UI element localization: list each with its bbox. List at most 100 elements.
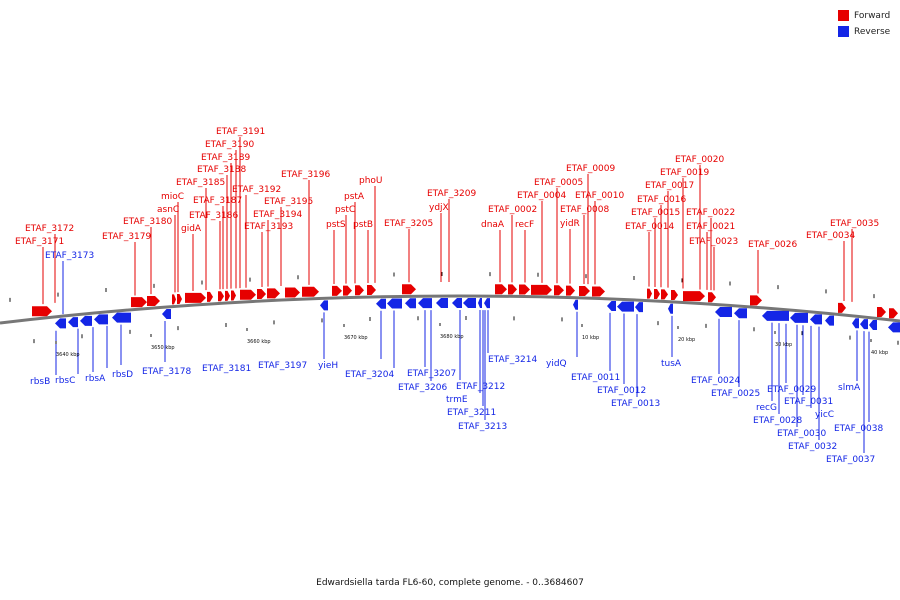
forward-gene-arrow [32, 306, 52, 317]
forward-gene-arrow [683, 291, 705, 302]
reverse-gene-arrow [436, 298, 448, 309]
gene-label-etaf-0002: ETAF_0002 [488, 205, 537, 215]
scale-label-3650-kbp: 3650 kbp [151, 345, 175, 351]
forward-gene-arrow [495, 284, 507, 295]
forward-gene-arrow [750, 295, 762, 306]
reverse-gene-arrow [734, 308, 747, 319]
reverse-gene-arrow [80, 315, 92, 326]
legend-reverse-label: Reverse [854, 26, 891, 37]
reverse-gene-arrow [162, 308, 171, 319]
forward-gene-arrow [592, 286, 605, 297]
forward-gene-arrow [566, 285, 575, 296]
gene-label-pstc: pstC [335, 205, 355, 215]
gene-label-rbsc: rbsC [55, 376, 75, 386]
gene-label-etaf-3172: ETAF_3172 [25, 224, 74, 234]
gene-label-dnaa: dnaA [481, 220, 505, 230]
gene-label-etaf-3191: ETAF_3191 [216, 127, 265, 137]
reverse-gene-arrow [860, 319, 868, 330]
gene-label-yicc: yicC [815, 410, 834, 420]
forward-gene-arrow [131, 297, 147, 308]
reverse-gene-arrow [617, 301, 634, 312]
gene-label-ydjx: ydjX [429, 203, 449, 213]
reverse-gene-arrow [790, 312, 808, 323]
forward-gene-arrow [661, 289, 668, 300]
gene-label-etaf-3194: ETAF_3194 [253, 210, 302, 220]
forward-gene-arrow [647, 288, 652, 299]
forward-gene-arrow [267, 288, 280, 299]
reverse-gene-arrow [825, 315, 834, 326]
gene-label-gida: gidA [181, 224, 202, 234]
scale-label-3640-kbp: 3640 kbp [56, 352, 80, 358]
gene-label-etaf-0011: ETAF_0011 [571, 373, 620, 383]
reverse-gene-arrow [55, 318, 66, 329]
gene-label-etaf-3189: ETAF_3189 [201, 153, 250, 163]
reverse-gene-arrow [452, 297, 462, 308]
gene-label-slma: slmA [838, 383, 861, 393]
gene-label-etaf-0012: ETAF_0012 [597, 386, 646, 396]
forward-gene-arrow [877, 306, 886, 317]
gene-label-rbsd: rbsD [112, 370, 133, 380]
gene-label-etaf-0023: ETAF_0023 [689, 237, 738, 247]
gene-label-etaf-3185: ETAF_3185 [176, 178, 225, 188]
forward-gene-arrow [231, 290, 236, 301]
scale-label-3680-kbp: 3680 kbp [440, 334, 464, 340]
gene-label-etaf-3173: ETAF_3173 [45, 251, 94, 261]
legend-forward: Forward [838, 8, 900, 23]
gene-label-etaf-0015: ETAF_0015 [631, 208, 680, 218]
forward-gene-arrow [177, 293, 182, 304]
forward-gene-arrow [240, 289, 256, 300]
gene-label-yidq: yidQ [546, 359, 567, 369]
forward-gene-arrow [207, 291, 213, 302]
reverse-gene-arrow [463, 298, 476, 309]
gene-label-etaf-0038: ETAF_0038 [834, 424, 883, 434]
scale-label-10-kbp: 10 kbp [582, 335, 599, 341]
gene-label-rbsb: rbsB [30, 377, 50, 387]
gene-label-etaf-3179: ETAF_3179 [102, 232, 151, 242]
forward-genes [32, 284, 898, 319]
reverse-gene-arrow [715, 306, 732, 317]
gene-label-etaf-0019: ETAF_0019 [660, 168, 709, 178]
gene-label-phou: phoU [359, 176, 383, 186]
forward-gene-arrow [185, 292, 206, 303]
legend: Forward Reverse [838, 8, 900, 40]
gene-label-etaf-3190: ETAF_3190 [205, 140, 254, 150]
gene-label-etaf-3213: ETAF_3213 [458, 422, 507, 432]
gene-label-etaf-3209: ETAF_3209 [427, 189, 476, 199]
gene-label-recg: recG [756, 403, 777, 413]
scale-label-20-kbp: 20 kbp [678, 337, 695, 343]
gene-label-etaf-3212: ETAF_3212 [456, 382, 505, 392]
forward-gene-arrow [654, 289, 660, 300]
gene-label-etaf-0013: ETAF_0013 [611, 399, 660, 409]
reverse-gene-arrow [112, 312, 131, 323]
gene-label-etaf-0024: ETAF_0024 [691, 376, 740, 386]
reverse-gene-arrow [387, 298, 402, 309]
reverse-swatch [838, 26, 849, 37]
gene-label-etaf-0028: ETAF_0028 [753, 416, 802, 426]
forward-gene-arrow [302, 286, 319, 297]
scale-label-3670-kbp: 3670 kbp [344, 335, 368, 341]
reverse-gene-arrow [68, 317, 78, 328]
gene-label-etaf-0017: ETAF_0017 [645, 181, 694, 191]
reverse-gene-arrow [478, 298, 482, 309]
reverse-gene-arrow [607, 300, 616, 311]
gene-label-etaf-0004: ETAF_0004 [517, 191, 566, 201]
reverse-gene-arrow [376, 298, 386, 309]
forward-gene-arrow [172, 294, 176, 305]
legend-forward-label: Forward [854, 10, 891, 21]
gene-label-etaf-0037: ETAF_0037 [826, 455, 875, 465]
genome-backbone [0, 294, 900, 325]
gene-label-etaf-3205: ETAF_3205 [384, 219, 433, 229]
gene-label-etaf-0016: ETAF_0016 [637, 195, 686, 205]
gene-label-etaf-3181: ETAF_3181 [202, 364, 251, 374]
gene-label-rbsa: rbsA [85, 374, 106, 384]
forward-gene-arrow [579, 286, 590, 297]
gene-label-mioc: mioC [161, 192, 184, 202]
genome-caption: Edwardsiella tarda FL6-60, complete geno… [316, 578, 584, 588]
gene-label-etaf-3196: ETAF_3196 [281, 170, 330, 180]
forward-gene-arrow [531, 284, 552, 295]
gene-label-etaf-3180: ETAF_3180 [123, 217, 172, 227]
reverse-gene-arrow [320, 300, 328, 311]
gene-label-etaf-0025: ETAF_0025 [711, 389, 760, 399]
gene-label-asnc: asnC [157, 205, 179, 215]
